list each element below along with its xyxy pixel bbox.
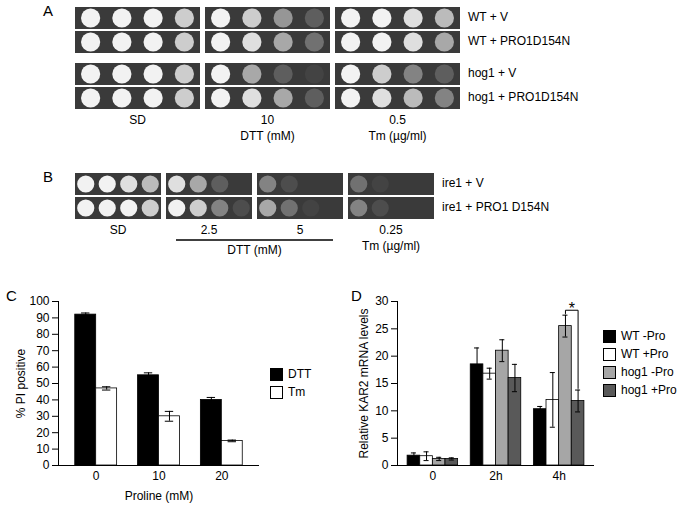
svg-text:0: 0 (93, 469, 100, 483)
svg-text:70: 70 (36, 344, 50, 358)
svg-text:30: 30 (36, 409, 50, 423)
html-text:hog1 -Pro: hog1 -Pro (621, 365, 674, 379)
svg-text:hog1 + PRO1D154N: hog1 + PRO1D154N (468, 90, 578, 104)
svg-text:2h: 2h (489, 469, 502, 483)
svg-text:50: 50 (36, 376, 50, 390)
html-text:D: D (351, 287, 362, 304)
svg-text:30: 30 (375, 294, 389, 308)
html-text:DTT: DTT (288, 367, 312, 381)
svg-text:20: 20 (375, 349, 389, 363)
svg-text:ire1 + V: ire1 + V (442, 176, 484, 190)
html-text:WT +Pro: WT +Pro (621, 347, 669, 361)
svg-text:10: 10 (375, 404, 389, 418)
svg-text:SD: SD (129, 113, 146, 127)
svg-text:10: 10 (152, 469, 166, 483)
svg-text:A: A (43, 2, 53, 19)
svg-text:20: 20 (36, 426, 50, 440)
svg-text:ire1 + PRO1 D154N: ire1 + PRO1 D154N (442, 200, 549, 214)
svg-text:Tm (µg/ml): Tm (µg/ml) (362, 239, 420, 253)
svg-text:% PI positive: % PI positive (14, 348, 28, 418)
svg-text:2.5: 2.5 (201, 223, 218, 237)
svg-text:hog1 + V: hog1 + V (468, 66, 516, 80)
html-text:WT -Pro: WT -Pro (621, 329, 666, 343)
svg-text:Proline (mM): Proline (mM) (125, 489, 194, 503)
svg-text:10: 10 (36, 442, 50, 456)
svg-text:15: 15 (375, 376, 389, 390)
svg-text:10: 10 (261, 113, 275, 127)
svg-text:100: 100 (29, 294, 49, 308)
svg-text:Tm (µg/ml): Tm (µg/ml) (368, 129, 426, 143)
svg-text:25: 25 (375, 322, 389, 336)
svg-text:WT + V: WT + V (468, 10, 508, 24)
svg-text:DTT (mM): DTT (mM) (240, 129, 294, 143)
svg-text:0: 0 (43, 458, 50, 472)
svg-text:WT + PRO1D154N: WT + PRO1D154N (468, 34, 570, 48)
html-text:hog1 +Pro: hog1 +Pro (621, 383, 677, 397)
svg-text:0.5: 0.5 (389, 113, 406, 127)
svg-text:5: 5 (297, 223, 304, 237)
svg-text:0.25: 0.25 (379, 223, 403, 237)
svg-text:5: 5 (382, 431, 389, 445)
svg-text:SD: SD (110, 223, 127, 237)
svg-text:0: 0 (382, 458, 389, 472)
svg-text:60: 60 (36, 360, 50, 374)
svg-text:20: 20 (215, 469, 229, 483)
svg-text:DTT (mM): DTT (mM) (227, 243, 281, 257)
html-text:C: C (6, 287, 17, 304)
svg-text:B: B (43, 168, 53, 185)
svg-text:Relative KAR2 mRNA levels: Relative KAR2 mRNA levels (357, 308, 371, 458)
svg-text:40: 40 (36, 393, 50, 407)
svg-text:90: 90 (36, 311, 50, 325)
svg-text:80: 80 (36, 327, 50, 341)
html-text:Tm: Tm (288, 385, 306, 399)
svg-text:*: * (569, 300, 575, 317)
svg-text:0: 0 (430, 469, 437, 483)
svg-text:4h: 4h (552, 469, 565, 483)
